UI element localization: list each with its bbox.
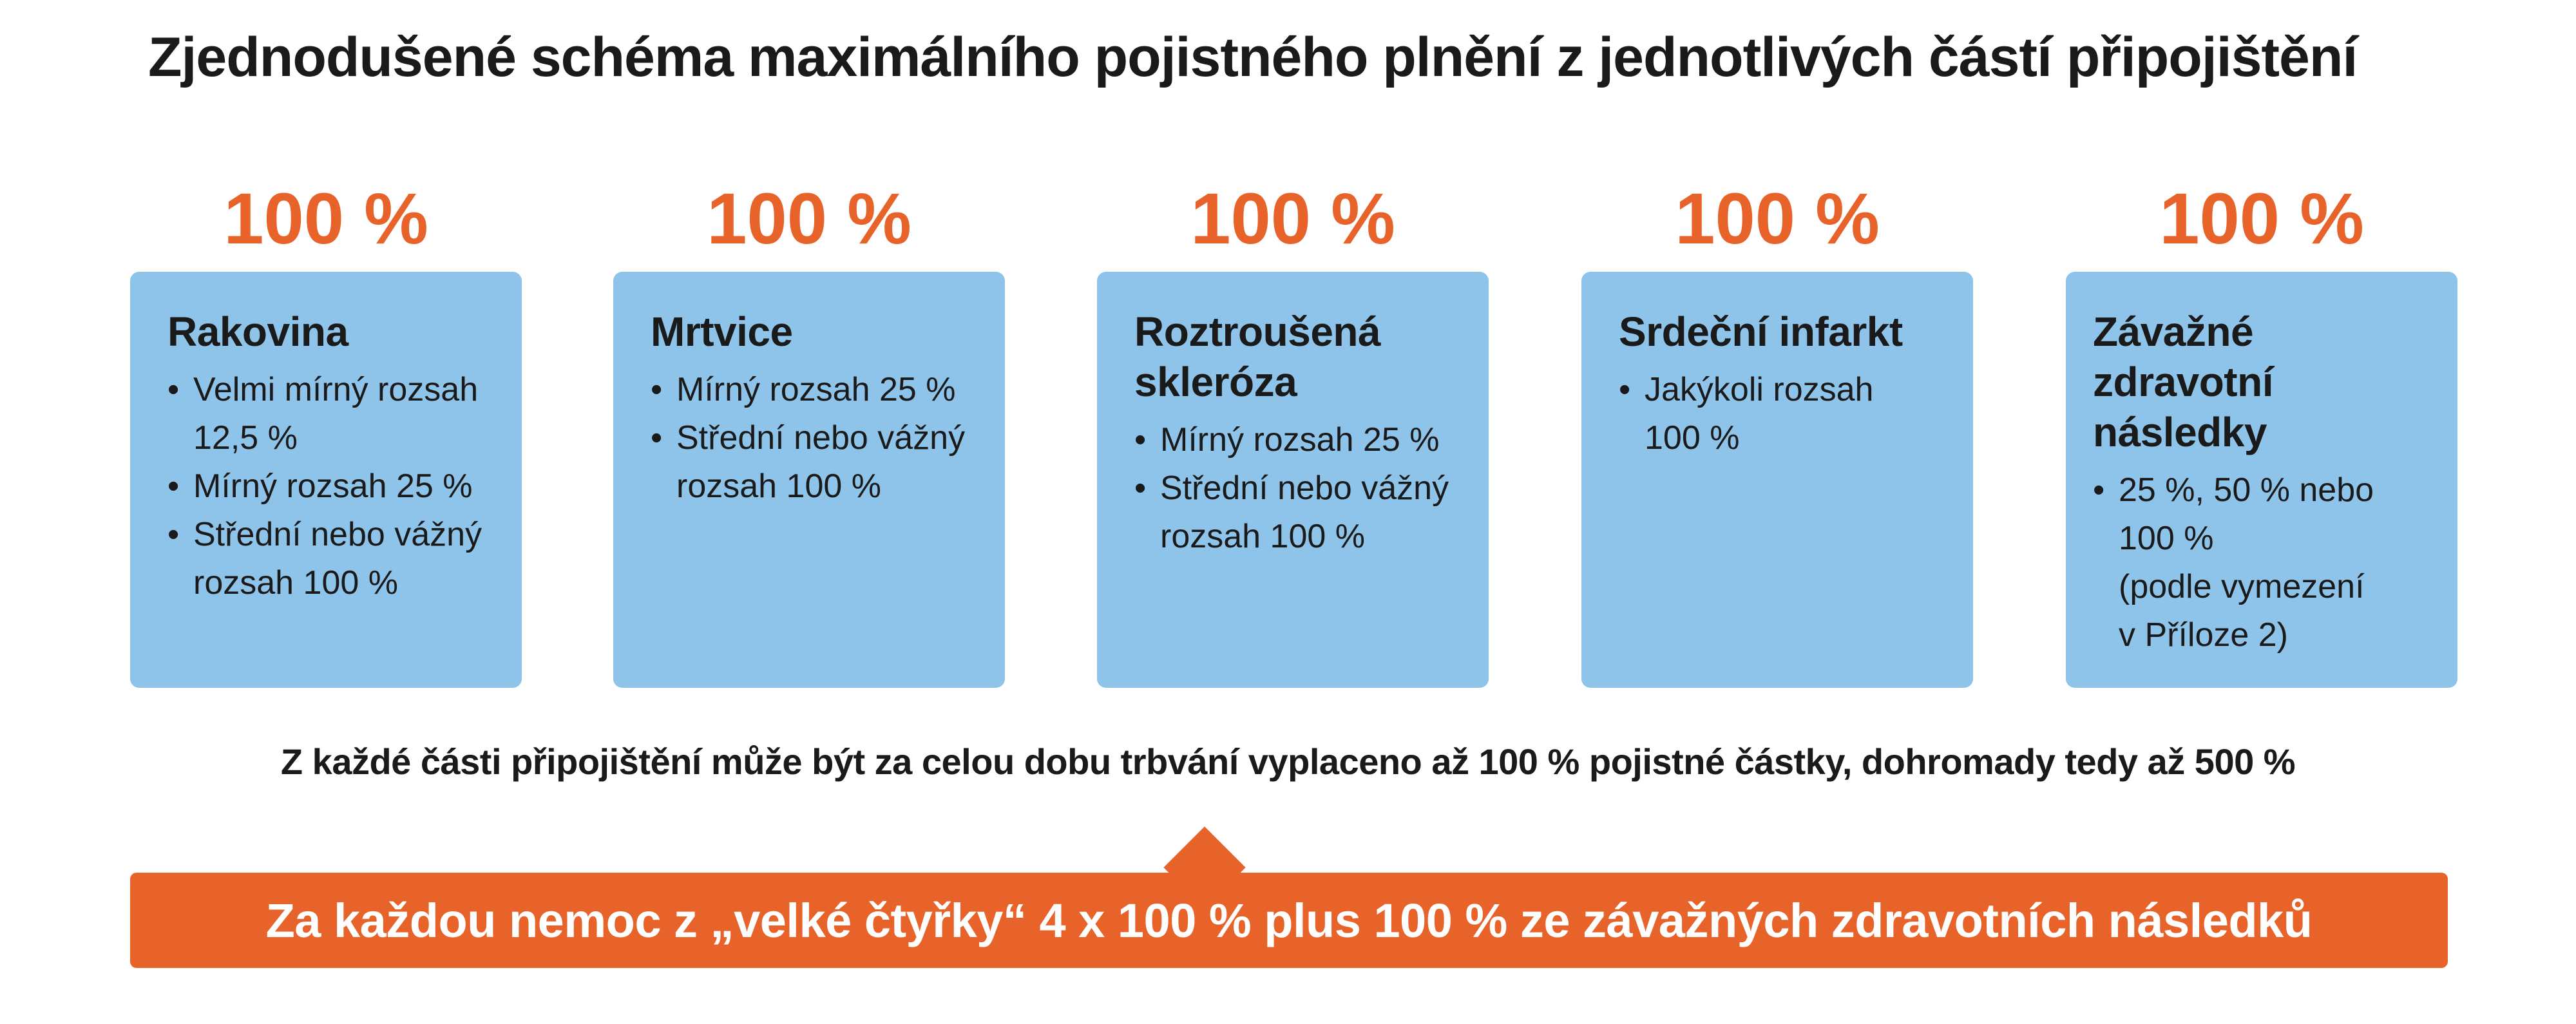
card-rakovina: Rakovina • Velmi mírný rozsah 12,5 % • M… bbox=[130, 272, 522, 688]
item-text: Mírný rozsah 25 % bbox=[193, 468, 473, 505]
card-mrtvice: Mrtvice • Mírný rozsah 25 % • Střední ne… bbox=[613, 272, 1005, 688]
card-srdecni-infarkt: Srdeční infarkt • Jakýkoli rozsah 100 % bbox=[1581, 272, 1973, 688]
item-text: (podle vymezení bbox=[2119, 568, 2365, 605]
column-zavazne-zdravotni-nasledky: 100 % Závažné zdravotní následky • 25 %,… bbox=[2066, 174, 2457, 688]
card-title: Mrtvice bbox=[651, 308, 793, 355]
item-text: Střední nebo vážný bbox=[193, 516, 482, 553]
item-text: rozsah 100 % bbox=[1160, 518, 1365, 555]
column-rakovina: 100 % Rakovina • Velmi mírný rozsah 12,5… bbox=[130, 174, 522, 688]
summary-text: Z každé části připojištění může být za c… bbox=[280, 741, 2296, 782]
page-title: Zjednodušené schéma maximálního pojistné… bbox=[148, 26, 2358, 88]
banner-text: Za každou nemoc z „velké čtyřky“ 4 x 100… bbox=[265, 893, 2313, 947]
card-list: • Velmi mírný rozsah 12,5 % • Mírný rozs… bbox=[167, 366, 492, 607]
card-list: • Jakýkoli rozsah 100 % bbox=[1619, 366, 1943, 462]
item-text: v Příloze 2) bbox=[2119, 616, 2288, 654]
card-title: Srdeční infarkt bbox=[1619, 308, 1903, 355]
list-item: • 25 %, 50 % nebo 100 % (podle vymezení … bbox=[2093, 466, 2428, 659]
percent-label: 100 % bbox=[1675, 178, 1880, 259]
percent-label: 100 % bbox=[707, 178, 911, 259]
list-item: • Střední nebo vážný rozsah 100 % bbox=[167, 511, 492, 607]
item-text: Střední nebo vážný bbox=[676, 419, 966, 457]
highlight-banner: Za každou nemoc z „velké čtyřky“ 4 x 100… bbox=[130, 873, 2448, 968]
card-title: Roztroušená skleróza bbox=[1134, 307, 1459, 407]
list-item: • Střední nebo vážný rozsah 100 % bbox=[1134, 464, 1459, 561]
bullet: • bbox=[1619, 371, 1631, 408]
card-title: Závažné zdravotní následky bbox=[2093, 307, 2428, 457]
bullet: • bbox=[167, 516, 180, 553]
bullet: • bbox=[167, 468, 180, 505]
bullet: • bbox=[651, 371, 663, 408]
bullet: • bbox=[1134, 421, 1147, 459]
item-text: 100 % bbox=[1645, 419, 1740, 457]
list-item: • Jakýkoli rozsah 100 % bbox=[1619, 366, 1943, 462]
list-item: • Velmi mírný rozsah 12,5 % bbox=[167, 366, 492, 462]
card-title-line: následky bbox=[2093, 409, 2267, 455]
item-text: Jakýkoli rozsah bbox=[1645, 371, 1874, 408]
percent-label: 100 % bbox=[1190, 178, 1395, 259]
item-text: rozsah 100 % bbox=[676, 468, 881, 505]
card-title: Rakovina bbox=[167, 308, 348, 355]
card-zavazne-zdravotni-nasledky: Závažné zdravotní následky • 25 %, 50 % … bbox=[2066, 272, 2457, 688]
item-text: 12,5 % bbox=[193, 419, 298, 457]
percent-label: 100 % bbox=[2159, 178, 2364, 259]
card-list: • Mírný rozsah 25 % • Střední nebo vážný… bbox=[651, 366, 975, 511]
card-list: • Mírný rozsah 25 % • Střední nebo vážný… bbox=[1134, 416, 1459, 561]
item-text: Mírný rozsah 25 % bbox=[1160, 421, 1440, 459]
percent-label: 100 % bbox=[224, 178, 428, 259]
column-roztrousena-skleroza: 100 % Roztroušená skleróza • Mírný rozsa… bbox=[1097, 174, 1489, 688]
bullet: • bbox=[167, 371, 180, 408]
card-title-line: Závažné zdravotní bbox=[2093, 308, 2273, 405]
bullet: • bbox=[2093, 471, 2105, 509]
column-mrtvice: 100 % Mrtvice • Mírný rozsah 25 % • Stře… bbox=[613, 174, 1005, 688]
item-text: rozsah 100 % bbox=[193, 564, 398, 602]
bullet: • bbox=[1134, 469, 1147, 507]
item-text: Mírný rozsah 25 % bbox=[676, 371, 956, 408]
list-item: • Mírný rozsah 25 % bbox=[167, 462, 492, 511]
card-roztrousena-skleroza: Roztroušená skleróza • Mírný rozsah 25 %… bbox=[1097, 272, 1489, 688]
card-title-line: Roztroušená bbox=[1134, 308, 1381, 355]
item-text: 100 % bbox=[2119, 520, 2214, 557]
card-list: • 25 %, 50 % nebo 100 % (podle vymezení … bbox=[2093, 466, 2428, 659]
item-text: 25 %, 50 % nebo bbox=[2119, 471, 2374, 509]
column-srdecni-infarkt: 100 % Srdeční infarkt • Jakýkoli rozsah … bbox=[1581, 174, 1973, 688]
list-item: • Střední nebo vážný rozsah 100 % bbox=[651, 414, 975, 511]
list-item: • Mírný rozsah 25 % bbox=[651, 366, 975, 414]
card-title-line: skleróza bbox=[1134, 359, 1297, 405]
item-text: Střední nebo vážný bbox=[1160, 469, 1449, 507]
bullet: • bbox=[651, 419, 663, 457]
item-text: Velmi mírný rozsah bbox=[193, 371, 479, 408]
list-item: • Mírný rozsah 25 % bbox=[1134, 416, 1459, 464]
